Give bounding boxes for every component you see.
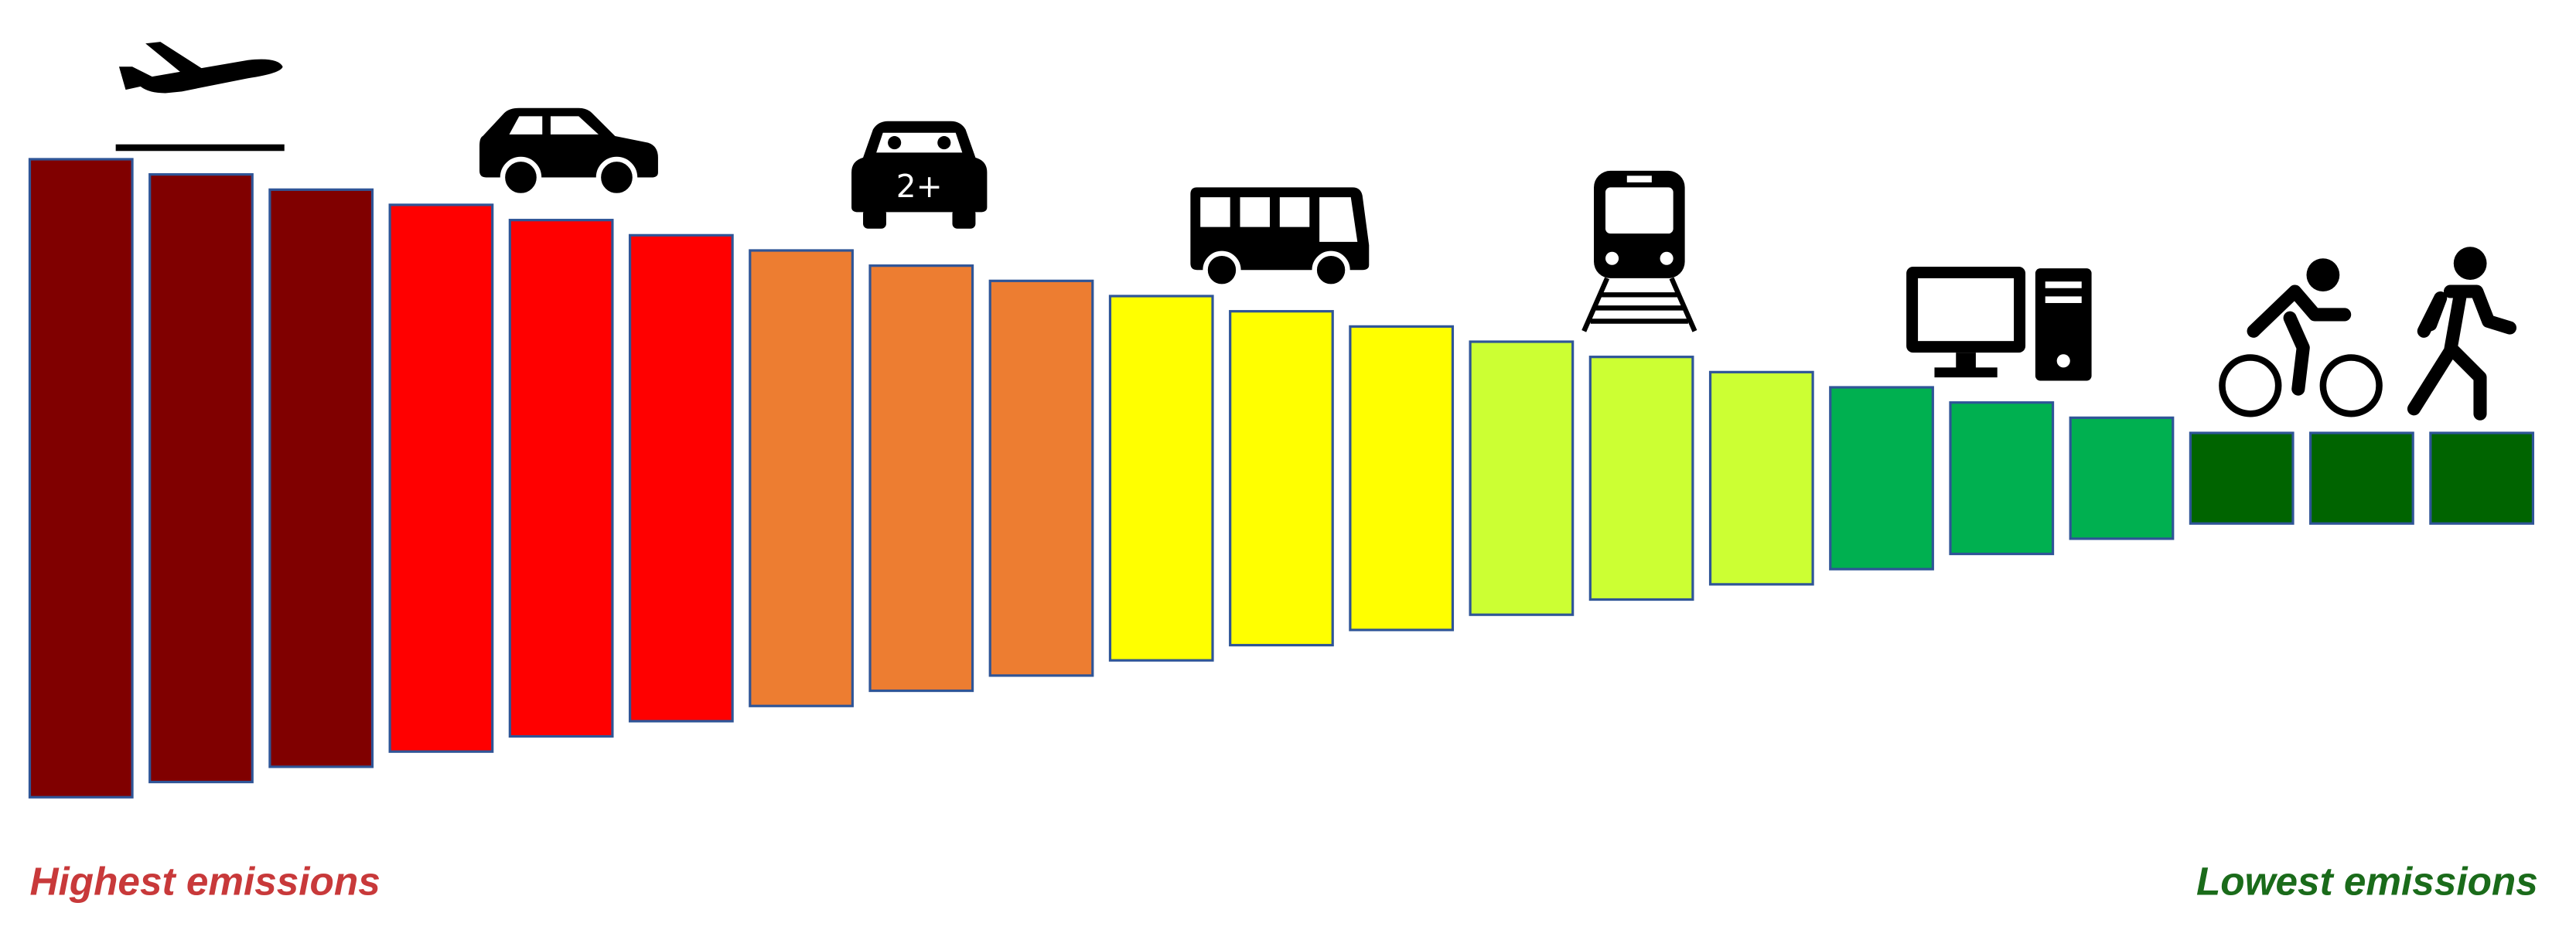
car-icon (479, 107, 658, 199)
walker-icon (2407, 247, 2517, 421)
emission-bar (1949, 401, 2055, 556)
highest-label: Highest emissions (29, 859, 380, 903)
carpool-icon: 2+ (851, 121, 988, 229)
bars (28, 158, 2535, 799)
bus-icon (1190, 187, 1370, 289)
emission-bar (268, 188, 374, 768)
emission-bar (2429, 431, 2535, 525)
emission-bar (1469, 340, 1575, 616)
emission-bar (2189, 431, 2295, 525)
emission-bar (628, 233, 734, 723)
emission-bar (1108, 295, 1214, 662)
emission-bar (1349, 325, 1455, 632)
emission-bar (1229, 310, 1334, 647)
emission-bar (749, 249, 854, 707)
carpool-badge: 2+ (896, 168, 943, 205)
emission-bar (388, 203, 494, 753)
emission-bar (868, 264, 974, 693)
emission-bar (2309, 431, 2414, 525)
emission-bar (2069, 416, 2175, 540)
train-icon (1581, 170, 1697, 332)
emission-bar (508, 219, 614, 738)
computer-icon (1906, 266, 2092, 381)
lowest-label: Lowest emissions (2196, 859, 2538, 903)
plane-icon (115, 42, 285, 152)
emission-bar (1829, 386, 1934, 571)
emission-bar (1588, 356, 1694, 601)
emission-bar (1708, 370, 1814, 586)
emission-bar (148, 173, 254, 784)
cyclist-icon (2219, 258, 2383, 417)
emission-bar (988, 279, 1094, 677)
emission-bar (28, 158, 134, 799)
